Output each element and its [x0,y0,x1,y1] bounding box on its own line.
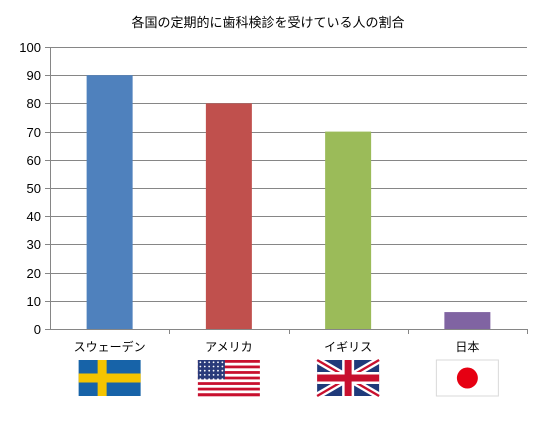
y-tick-label: 20 [27,266,41,281]
y-tick-label: 30 [27,237,41,252]
category-label: アメリカ [205,340,252,354]
axes: 0 10 20 30 40 50 60 70 80 90 100 [19,40,528,337]
bar [444,312,491,329]
bar [325,131,372,329]
bar [86,75,133,329]
y-tick-label: 100 [19,40,41,55]
y-tick-label: 50 [27,181,41,196]
flags [78,356,499,400]
category-labels: スウェーデン アメリカ イギリス 日本 [74,339,480,354]
category-label: 日本 [455,340,479,354]
y-tick-label: 10 [27,294,41,309]
uk-flag-icon [315,356,381,400]
y-tick-label: 70 [27,125,41,140]
bar [205,103,252,330]
y-tick-label: 90 [27,68,41,83]
usa-flag-icon [197,360,260,397]
chart-title: 各国の定期的に歯科検診を受けている人の割合 [131,15,404,31]
category-label: イギリス [324,340,372,354]
japan-flag-icon [435,359,499,397]
y-tick-label: 40 [27,209,41,224]
y-tick-label: 0 [34,322,41,337]
y-tick-label: 60 [27,153,41,168]
bars [86,75,491,330]
y-tick-label: 80 [27,96,41,111]
sweden-flag-icon [78,360,141,396]
category-label: スウェーデン [74,339,146,354]
